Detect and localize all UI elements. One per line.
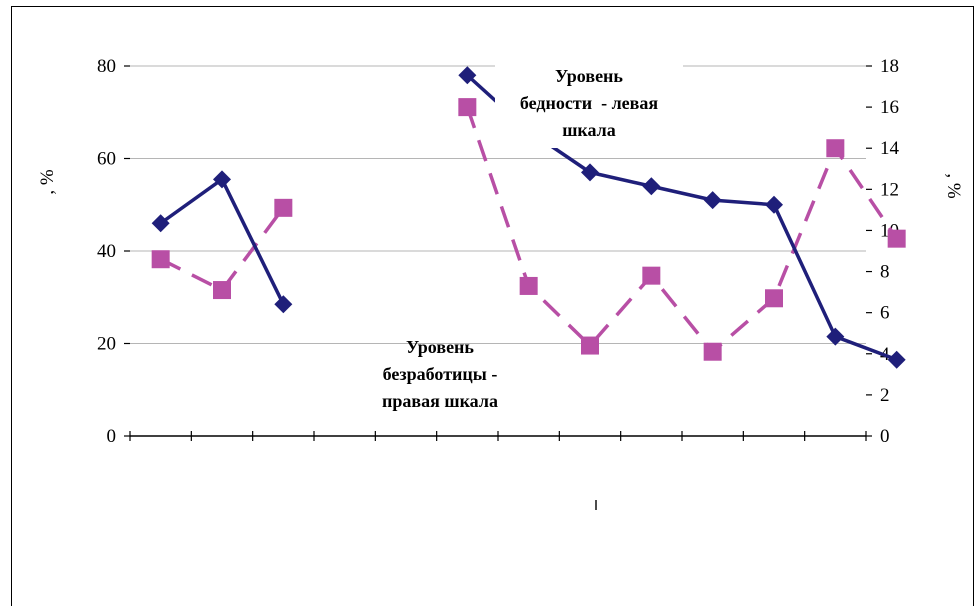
data-point <box>826 327 845 346</box>
data-point <box>213 170 231 189</box>
data-point <box>458 66 477 85</box>
chart-frame <box>11 6 974 606</box>
right-tick-label: 16 <box>880 97 899 118</box>
left-axis-title: , % <box>37 169 58 195</box>
data-point <box>151 214 170 233</box>
right-tick-label: 12 <box>880 179 899 200</box>
annotations: Уровень бедности - левая шкала Уровень безра… <box>382 60 683 411</box>
annotation-unemployment-label: правая шкала <box>382 391 498 411</box>
data-point <box>642 266 661 285</box>
right-tick-label: 6 <box>880 303 890 324</box>
series-line <box>159 206 285 292</box>
data-point <box>274 295 293 314</box>
series-line <box>465 106 899 354</box>
left-tick-label: 80 <box>97 56 116 77</box>
left-tick-label: 20 <box>97 334 116 355</box>
annotation-unemployment-label: безработицы - <box>383 364 498 384</box>
data-point <box>151 250 170 269</box>
data-point <box>519 276 538 295</box>
right-tick-label: 0 <box>880 426 890 447</box>
left-tick-label: 60 <box>97 149 116 170</box>
data-point <box>213 281 231 300</box>
data-point <box>887 350 906 369</box>
right-tick-label: 14 <box>880 138 900 159</box>
data-point <box>274 198 293 217</box>
data-point <box>458 98 477 117</box>
data-point <box>581 163 599 182</box>
data-point <box>765 289 783 308</box>
axes <box>129 431 867 441</box>
annotation-poverty-label: бедности - левая <box>520 93 658 113</box>
series-poverty <box>151 66 906 369</box>
series-unemployment <box>151 98 906 361</box>
right-tick-label: 18 <box>880 56 899 77</box>
right-axis-ticks: 024681012141618 <box>866 56 900 447</box>
annotation-background <box>495 60 683 148</box>
data-point <box>642 177 661 196</box>
data-point <box>703 342 722 361</box>
data-point <box>703 191 722 210</box>
right-tick-label: 2 <box>880 385 890 406</box>
left-tick-label: 0 <box>107 426 117 447</box>
right-axis-title: , % <box>943 173 964 199</box>
data-point <box>765 195 783 214</box>
right-tick-label: 8 <box>880 262 890 283</box>
annotation-unemployment-label: Уровень <box>406 337 474 357</box>
annotation-poverty-label: Уровень <box>555 66 623 86</box>
data-point <box>826 139 845 158</box>
left-tick-label: 40 <box>97 241 116 262</box>
annotation-poverty-label: шкала <box>562 120 616 140</box>
left-axis-ticks: 0 20 40 60 80 <box>97 56 130 447</box>
data-point <box>581 336 599 355</box>
data-point <box>887 229 906 248</box>
